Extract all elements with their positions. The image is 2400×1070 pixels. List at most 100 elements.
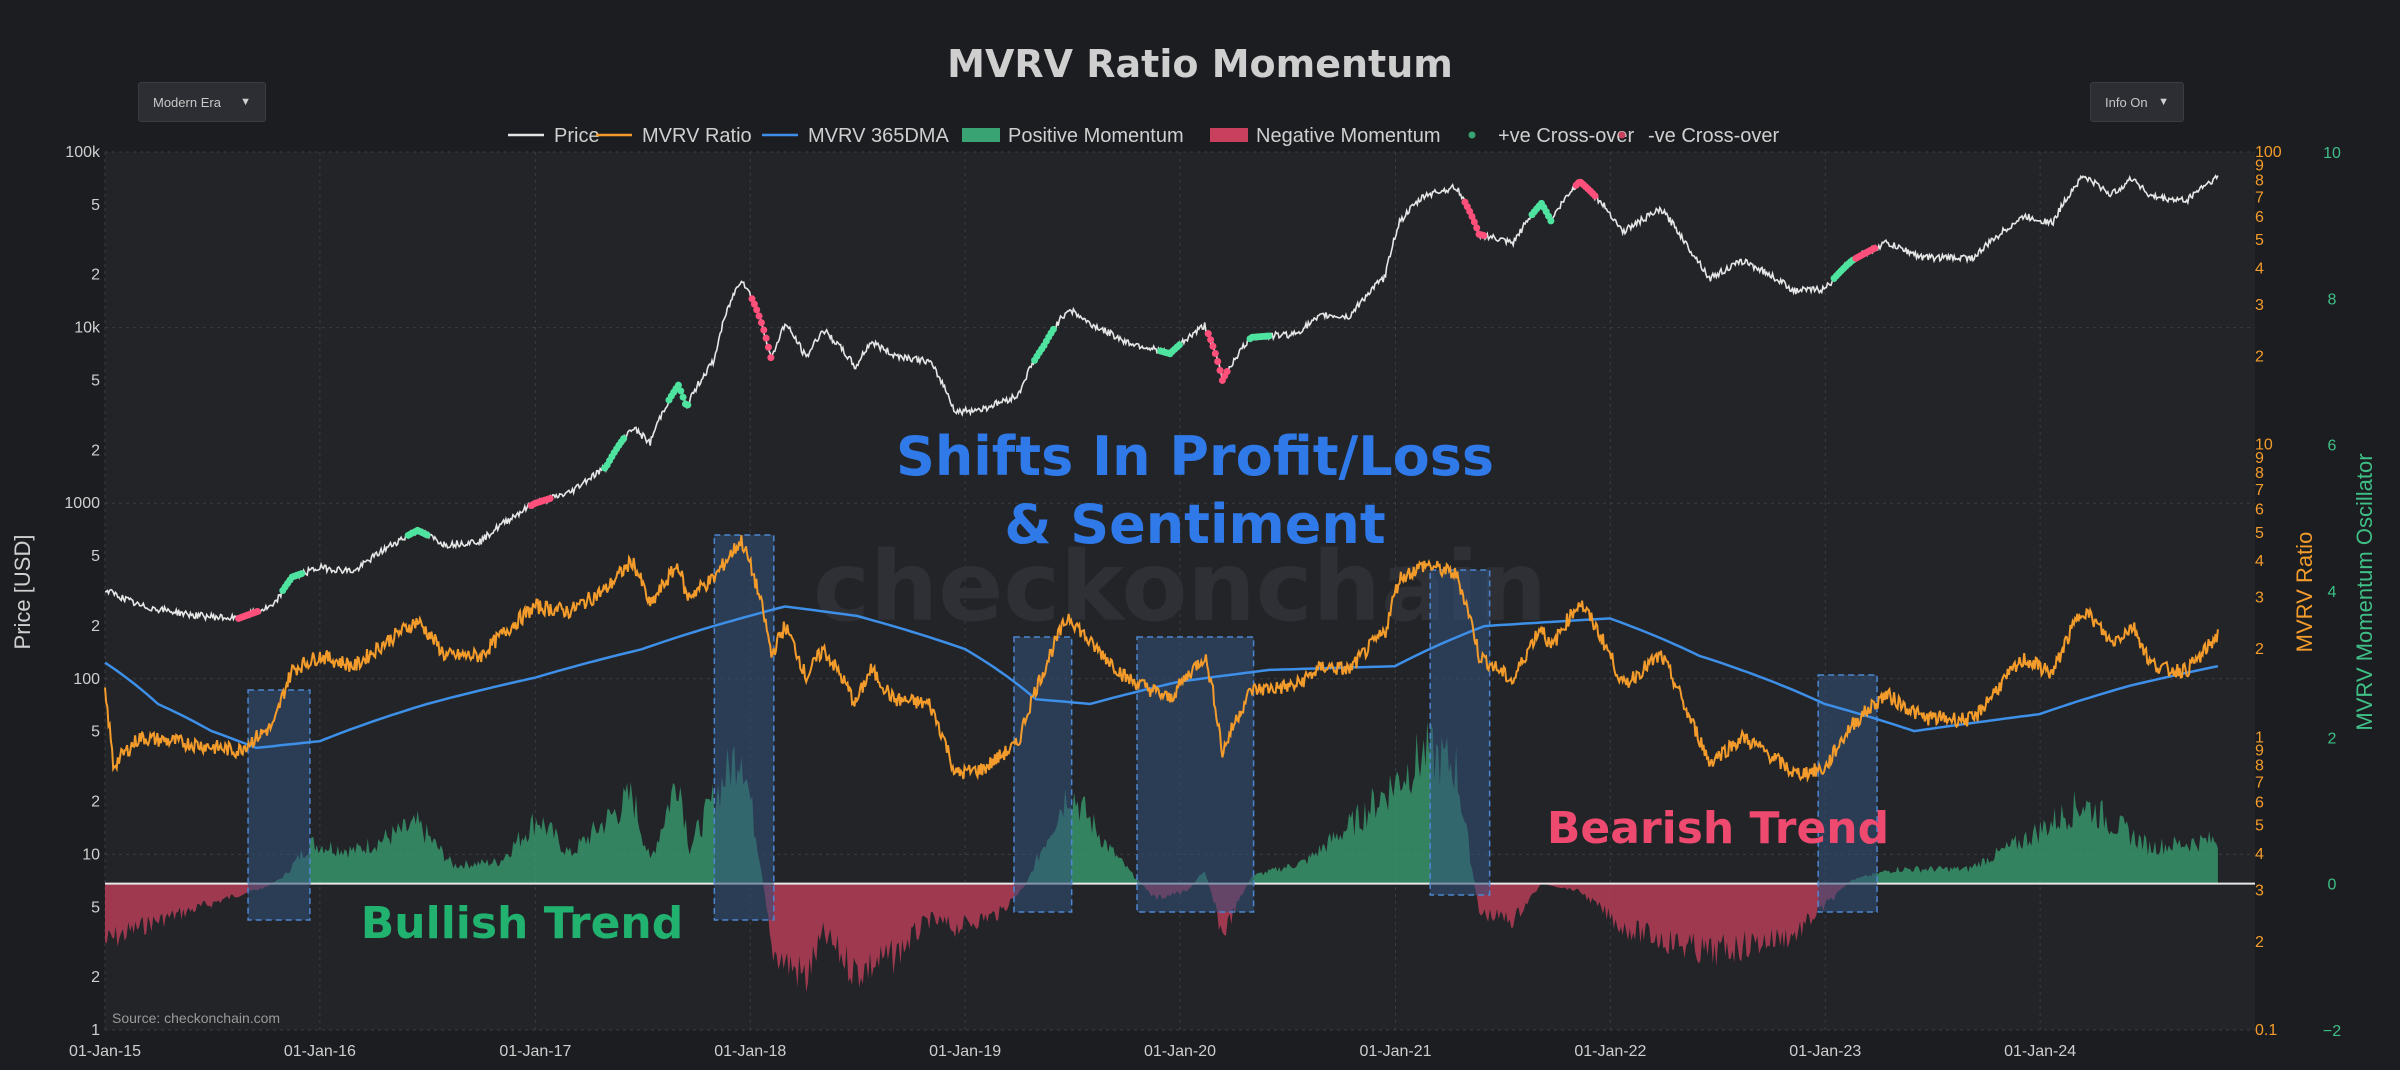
neg-crossover-point xyxy=(1480,232,1488,240)
price-tick-label: 5 xyxy=(91,372,100,389)
positive-momentum-area xyxy=(105,720,2218,884)
neg-crossover-point xyxy=(253,608,261,616)
gridlines xyxy=(104,151,2255,1031)
neg-crossover-point xyxy=(1470,218,1478,226)
price-tick-label: 10k xyxy=(74,320,101,337)
neg-crossover-point xyxy=(753,306,761,314)
oscillator-tick-label: 6 xyxy=(2328,438,2337,455)
price-tick-label: 2 xyxy=(91,969,100,986)
price-tick-label: 5 xyxy=(91,197,100,214)
mvrv-tick-label: 6 xyxy=(2255,209,2264,226)
mvrv-tick-label: 7 xyxy=(2255,775,2264,792)
highlight-period-box xyxy=(1013,636,1073,913)
mvrv-tick-label: 7 xyxy=(2255,482,2264,499)
x-tick-label: 01-Jan-24 xyxy=(2004,1043,2076,1060)
mvrv-365dma-line xyxy=(104,605,2219,750)
pos-crossover-markers xyxy=(279,199,1857,595)
x-tick-label: 01-Jan-20 xyxy=(1144,1043,1216,1060)
x-tick-label: 01-Jan-19 xyxy=(929,1043,1001,1060)
legend-label: MVRV 365DMA xyxy=(808,125,949,147)
neg-crossover-point xyxy=(1473,224,1481,232)
neg-crossover-point xyxy=(1204,330,1212,338)
pos-crossover-point xyxy=(1049,325,1057,333)
mvrv-tick-label: 8 xyxy=(2255,172,2264,189)
mvrv-tick-label: 8 xyxy=(2255,758,2264,775)
mvrv-tick-label: 7 xyxy=(2255,189,2264,206)
mvrv-tick-label: 3 xyxy=(2255,297,2264,314)
price-tick-label: 5 xyxy=(91,899,100,916)
pos-crossover-point xyxy=(1547,217,1555,225)
legend-swatch xyxy=(1210,128,1248,142)
era-dropdown[interactable]: Modern Era ▼ xyxy=(138,82,266,122)
pos-crossover-point xyxy=(684,401,692,409)
oscillator-tick-label: 2 xyxy=(2328,730,2337,747)
x-tick-label: 01-Jan-17 xyxy=(499,1043,571,1060)
mvrv-tick-label: 5 xyxy=(2255,817,2264,834)
neg-crossover-markers xyxy=(235,178,1879,622)
oscillator-tick-label: −2 xyxy=(2323,1023,2341,1040)
x-tick-label: 01-Jan-22 xyxy=(1574,1043,1646,1060)
price-tick-label: 100 xyxy=(73,671,100,688)
mvrv-tick-label: 5 xyxy=(2255,232,2264,249)
mvrv-tick-label: 9 xyxy=(2255,450,2264,467)
neg-crossover-point xyxy=(1211,350,1219,358)
pos-crossover-point xyxy=(674,381,682,389)
mvrv-tick-label: 4 xyxy=(2255,846,2264,863)
legend-item: Negative Momentum xyxy=(1210,125,1441,147)
chart-title: MVRV Ratio Momentum xyxy=(947,42,1453,86)
watermark: checkonchain xyxy=(813,531,1547,643)
price-tick-label: 1000 xyxy=(64,495,100,512)
legend-label: Price xyxy=(554,125,600,147)
mvrv-tick-label: 6 xyxy=(2255,794,2264,811)
x-tick-label: 01-Jan-23 xyxy=(1789,1043,1861,1060)
mvrv-tick-label: 10 xyxy=(2255,437,2273,454)
price-tick-label: 10 xyxy=(82,846,100,863)
price-axis-ticks: 100k 5 2 10k 5 2 1000 5 2 100 5 2 10 5 2 1 xyxy=(64,144,101,1039)
source-label: Source: checkonchain.com xyxy=(112,1010,280,1026)
chevron-down-icon: ▼ xyxy=(2158,96,2169,108)
neg-crossover-point xyxy=(1223,368,1231,376)
mvrv-tick-label: 8 xyxy=(2255,465,2264,482)
x-tick-label: 01-Jan-21 xyxy=(1359,1043,1431,1060)
legend-label: Positive Momentum xyxy=(1008,125,1184,147)
legend-item: -ve Cross-over xyxy=(1618,125,1779,147)
price-tick-label: 5 xyxy=(91,724,100,741)
legend-swatch xyxy=(1618,131,1626,139)
mvrv-tick-label: 9 xyxy=(2255,157,2264,174)
neg-crossover-point xyxy=(764,343,772,351)
neg-crossover-point xyxy=(1209,342,1217,350)
oscillator-axis-title: MVRV Momentum Oscillator xyxy=(2352,453,2377,730)
info-dropdown[interactable]: Info On ▼ xyxy=(2090,82,2184,122)
price-tick-label: 2 xyxy=(91,442,100,459)
x-tick-label: 01-Jan-15 xyxy=(69,1043,141,1060)
chevron-down-icon: ▼ xyxy=(240,96,251,108)
neg-crossover-point xyxy=(1214,357,1222,365)
x-axis-ticks: 01-Jan-15 01-Jan-16 01-Jan-17 01-Jan-18 01-J… xyxy=(69,1043,2076,1060)
legend-item: Positive Momentum xyxy=(962,125,1184,147)
mvrv-tick-label: 100 xyxy=(2255,144,2282,161)
mvrv-ratio-line xyxy=(104,535,2219,783)
pos-crossover-point xyxy=(679,393,687,401)
pos-crossover-point xyxy=(1175,341,1183,349)
oscillator-tick-label: 4 xyxy=(2328,584,2337,601)
price-tick-label: 2 xyxy=(91,618,100,635)
neg-crossover-point xyxy=(762,334,770,342)
highlight-period-box xyxy=(713,534,775,921)
neg-crossover-point xyxy=(757,319,765,327)
price-tick-label: 2 xyxy=(91,267,100,284)
neg-crossover-point xyxy=(1207,336,1215,344)
mvrv-tick-label: 3 xyxy=(2255,590,2264,607)
mvrv-tick-label: 2 xyxy=(2255,934,2264,951)
neg-crossover-point xyxy=(1468,212,1476,220)
annotation-bullish: Bullish Trend xyxy=(361,898,683,949)
legend-swatch xyxy=(962,128,1000,142)
highlight-period-box xyxy=(247,689,311,921)
legend-label: -ve Cross-over xyxy=(1648,125,1779,147)
neg-crossover-point xyxy=(767,354,775,362)
mvrv-tick-label: 5 xyxy=(2255,525,2264,542)
info-dropdown-label: Info On xyxy=(2105,94,2148,110)
negative-momentum-area xyxy=(105,883,2218,993)
mvrv-axis-title: MVRV Ratio xyxy=(2292,532,2317,653)
legend-label: Negative Momentum xyxy=(1256,125,1441,147)
price-tick-label: 5 xyxy=(91,548,100,565)
